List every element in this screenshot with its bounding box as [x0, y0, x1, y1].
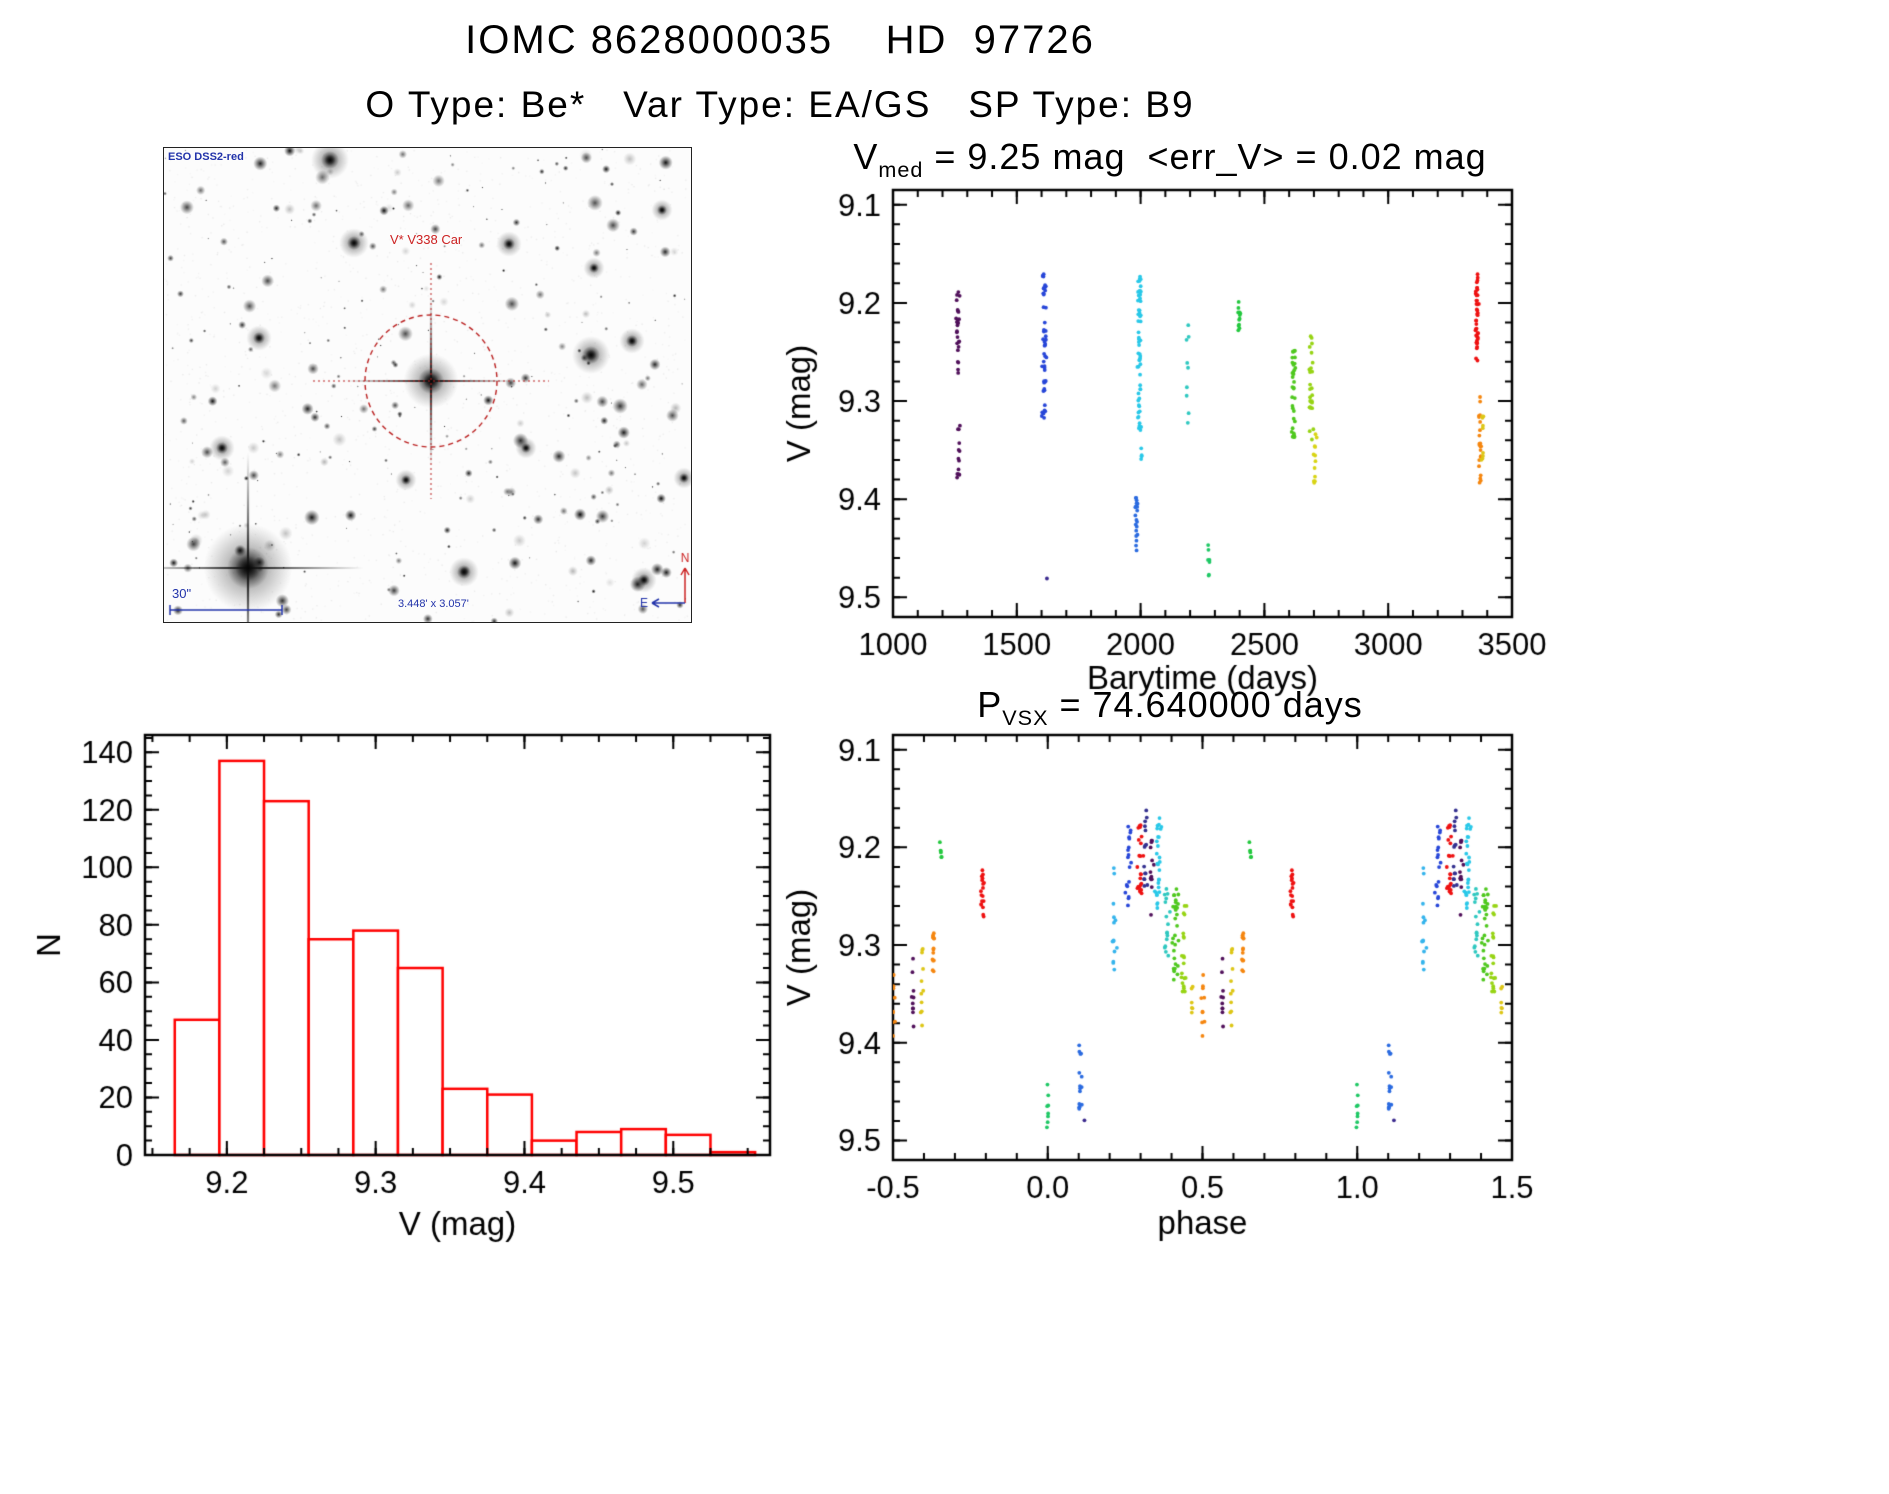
magnitude-histogram-plot	[30, 700, 780, 1290]
phase-title-rest: = 74.640000 days	[1048, 684, 1363, 725]
page-title: IOMC 8628000035 HD 97726	[465, 18, 1095, 62]
finder-chart: ESO DSS2-red V* V338 Car 30" 3.448' x 3.…	[163, 147, 692, 623]
lightcurve-title: Vmed = 9.25 mag <err_V> = 0.02 mag	[780, 136, 1560, 183]
lightcurve-title-rest: = 9.25 mag <err_V> = 0.02 mag	[923, 136, 1487, 177]
scale-bar-label: 30"	[172, 586, 192, 601]
target-star-label: V* V338 Car	[390, 232, 463, 247]
phase-folded-plot	[780, 720, 1560, 1250]
survey-label: ESO DSS2-red	[168, 151, 244, 163]
page-subtitle: O Type: Be* Var Type: EA/GS SP Type: B9	[365, 84, 1195, 125]
lightcurve-plot	[780, 175, 1560, 705]
phase-plot-title: PVSX = 74.640000 days	[780, 684, 1560, 731]
phase-title-prefix: P	[977, 684, 1003, 725]
lightcurve-title-prefix: V	[853, 136, 879, 177]
field-of-view-label: 3.448' x 3.057'	[398, 598, 469, 610]
finder-chart-image	[164, 148, 691, 622]
